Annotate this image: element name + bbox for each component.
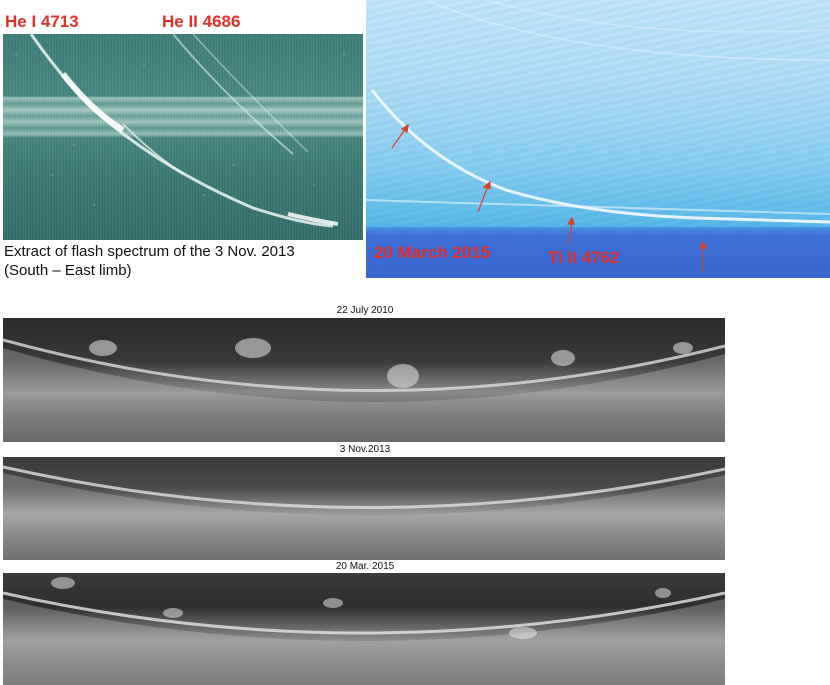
strip-title-2013: 3 Nov.2013 [339, 444, 391, 455]
strip-image-2010 [3, 318, 725, 442]
strip-image-2015 [3, 573, 725, 685]
strip-title-2015: 20 Mar. 2015 [335, 561, 395, 572]
strip-title-2010: 22 July 2010 [336, 305, 394, 316]
strip-image-2013 [3, 457, 725, 560]
march-2015-spectrum-image: 20 March 2015 Ti II 4762 [366, 0, 830, 278]
he-i-4713-label: He I 4713 [5, 12, 79, 31]
he-ii-4686-label: He II 4686 [162, 12, 241, 31]
ti-ii-4762-label: Ti II 4762 [548, 248, 620, 267]
red-arrows [391, 123, 707, 272]
flash-spectrum-caption: Extract of flash spectrum of the 3 Nov. … [4, 242, 295, 280]
flash-spectrum-image [3, 34, 363, 240]
caption-line-2: (South – East limb) [4, 262, 132, 279]
date-label-20-march-2015: 20 March 2015 [374, 243, 491, 262]
caption-line-1: Extract of flash spectrum of the 3 Nov. … [4, 243, 295, 260]
